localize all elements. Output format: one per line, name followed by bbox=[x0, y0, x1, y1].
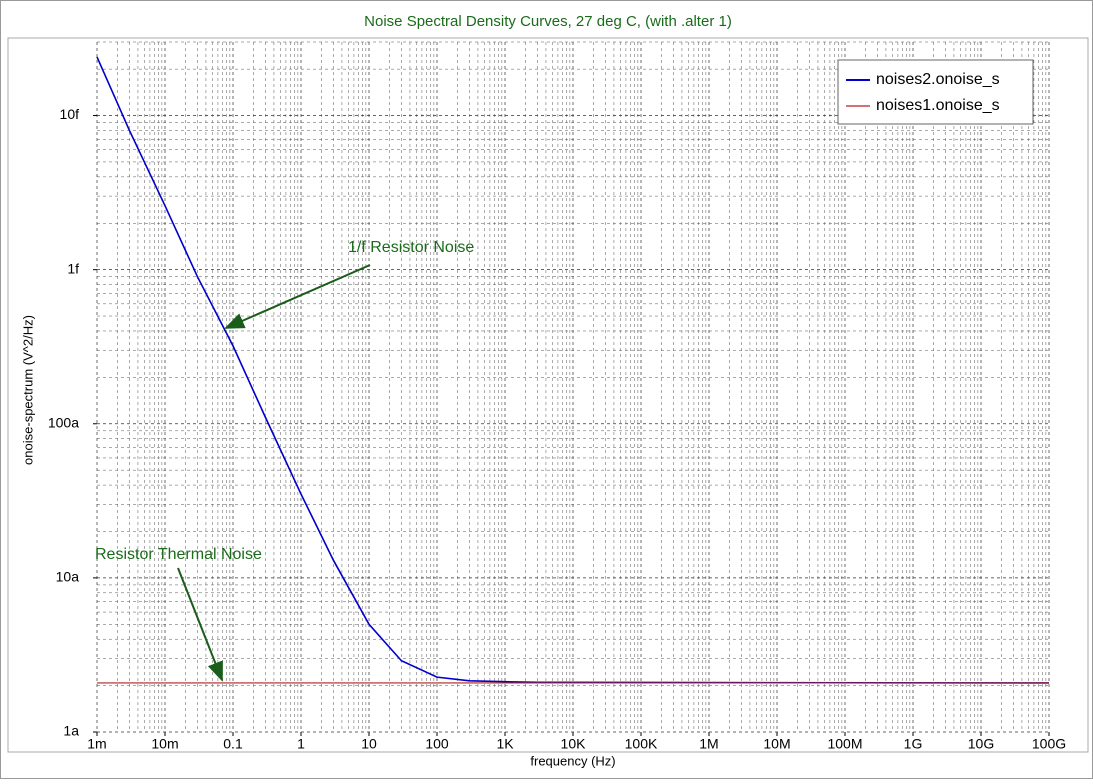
chart-title: Noise Spectral Density Curves, 27 deg C,… bbox=[364, 13, 732, 30]
legend-label: noises1.onoise_s bbox=[876, 97, 1000, 114]
y-tick-label: 1a bbox=[63, 723, 79, 739]
x-tick-label: 100 bbox=[425, 736, 449, 752]
x-tick-label: 10M bbox=[763, 736, 790, 752]
x-tick-label: 10G bbox=[968, 736, 994, 752]
y-tick-label: 10f bbox=[60, 106, 80, 122]
x-tick-label: 1m bbox=[87, 736, 106, 752]
annotation-arrow bbox=[224, 264, 371, 329]
x-tick-label: 100M bbox=[827, 736, 862, 752]
x-tick-label: 1M bbox=[699, 736, 718, 752]
x-tick-label: 10 bbox=[361, 736, 377, 752]
x-axis-label: frequency (Hz) bbox=[530, 753, 615, 768]
x-tick-label: 10K bbox=[561, 736, 587, 752]
y-axis-label: onoise-spectrum (V^2/Hz) bbox=[20, 315, 35, 465]
legend-label: noises2.onoise_s bbox=[876, 71, 1000, 88]
annotation: 1/f Resistor Noise bbox=[348, 239, 474, 256]
y-tick-label: 1f bbox=[67, 260, 79, 276]
x-tick-label: 1G bbox=[904, 736, 923, 752]
y-tick-label: 100a bbox=[48, 414, 79, 430]
x-tick-label: 100G bbox=[1032, 736, 1066, 752]
legend-box bbox=[837, 59, 1034, 125]
x-tick-label: 100K bbox=[625, 736, 658, 752]
annotation: Resistor Thermal Noise bbox=[95, 546, 262, 563]
x-tick-label: 1K bbox=[496, 736, 514, 752]
series-line bbox=[96, 56, 1050, 684]
x-tick-label: 10m bbox=[151, 736, 178, 752]
x-tick-label: 1 bbox=[297, 736, 305, 752]
x-tick-label: 0.1 bbox=[223, 736, 243, 752]
plot-frame bbox=[7, 37, 1089, 753]
annotation-arrow bbox=[177, 567, 223, 682]
y-tick-label: 10a bbox=[56, 569, 80, 585]
